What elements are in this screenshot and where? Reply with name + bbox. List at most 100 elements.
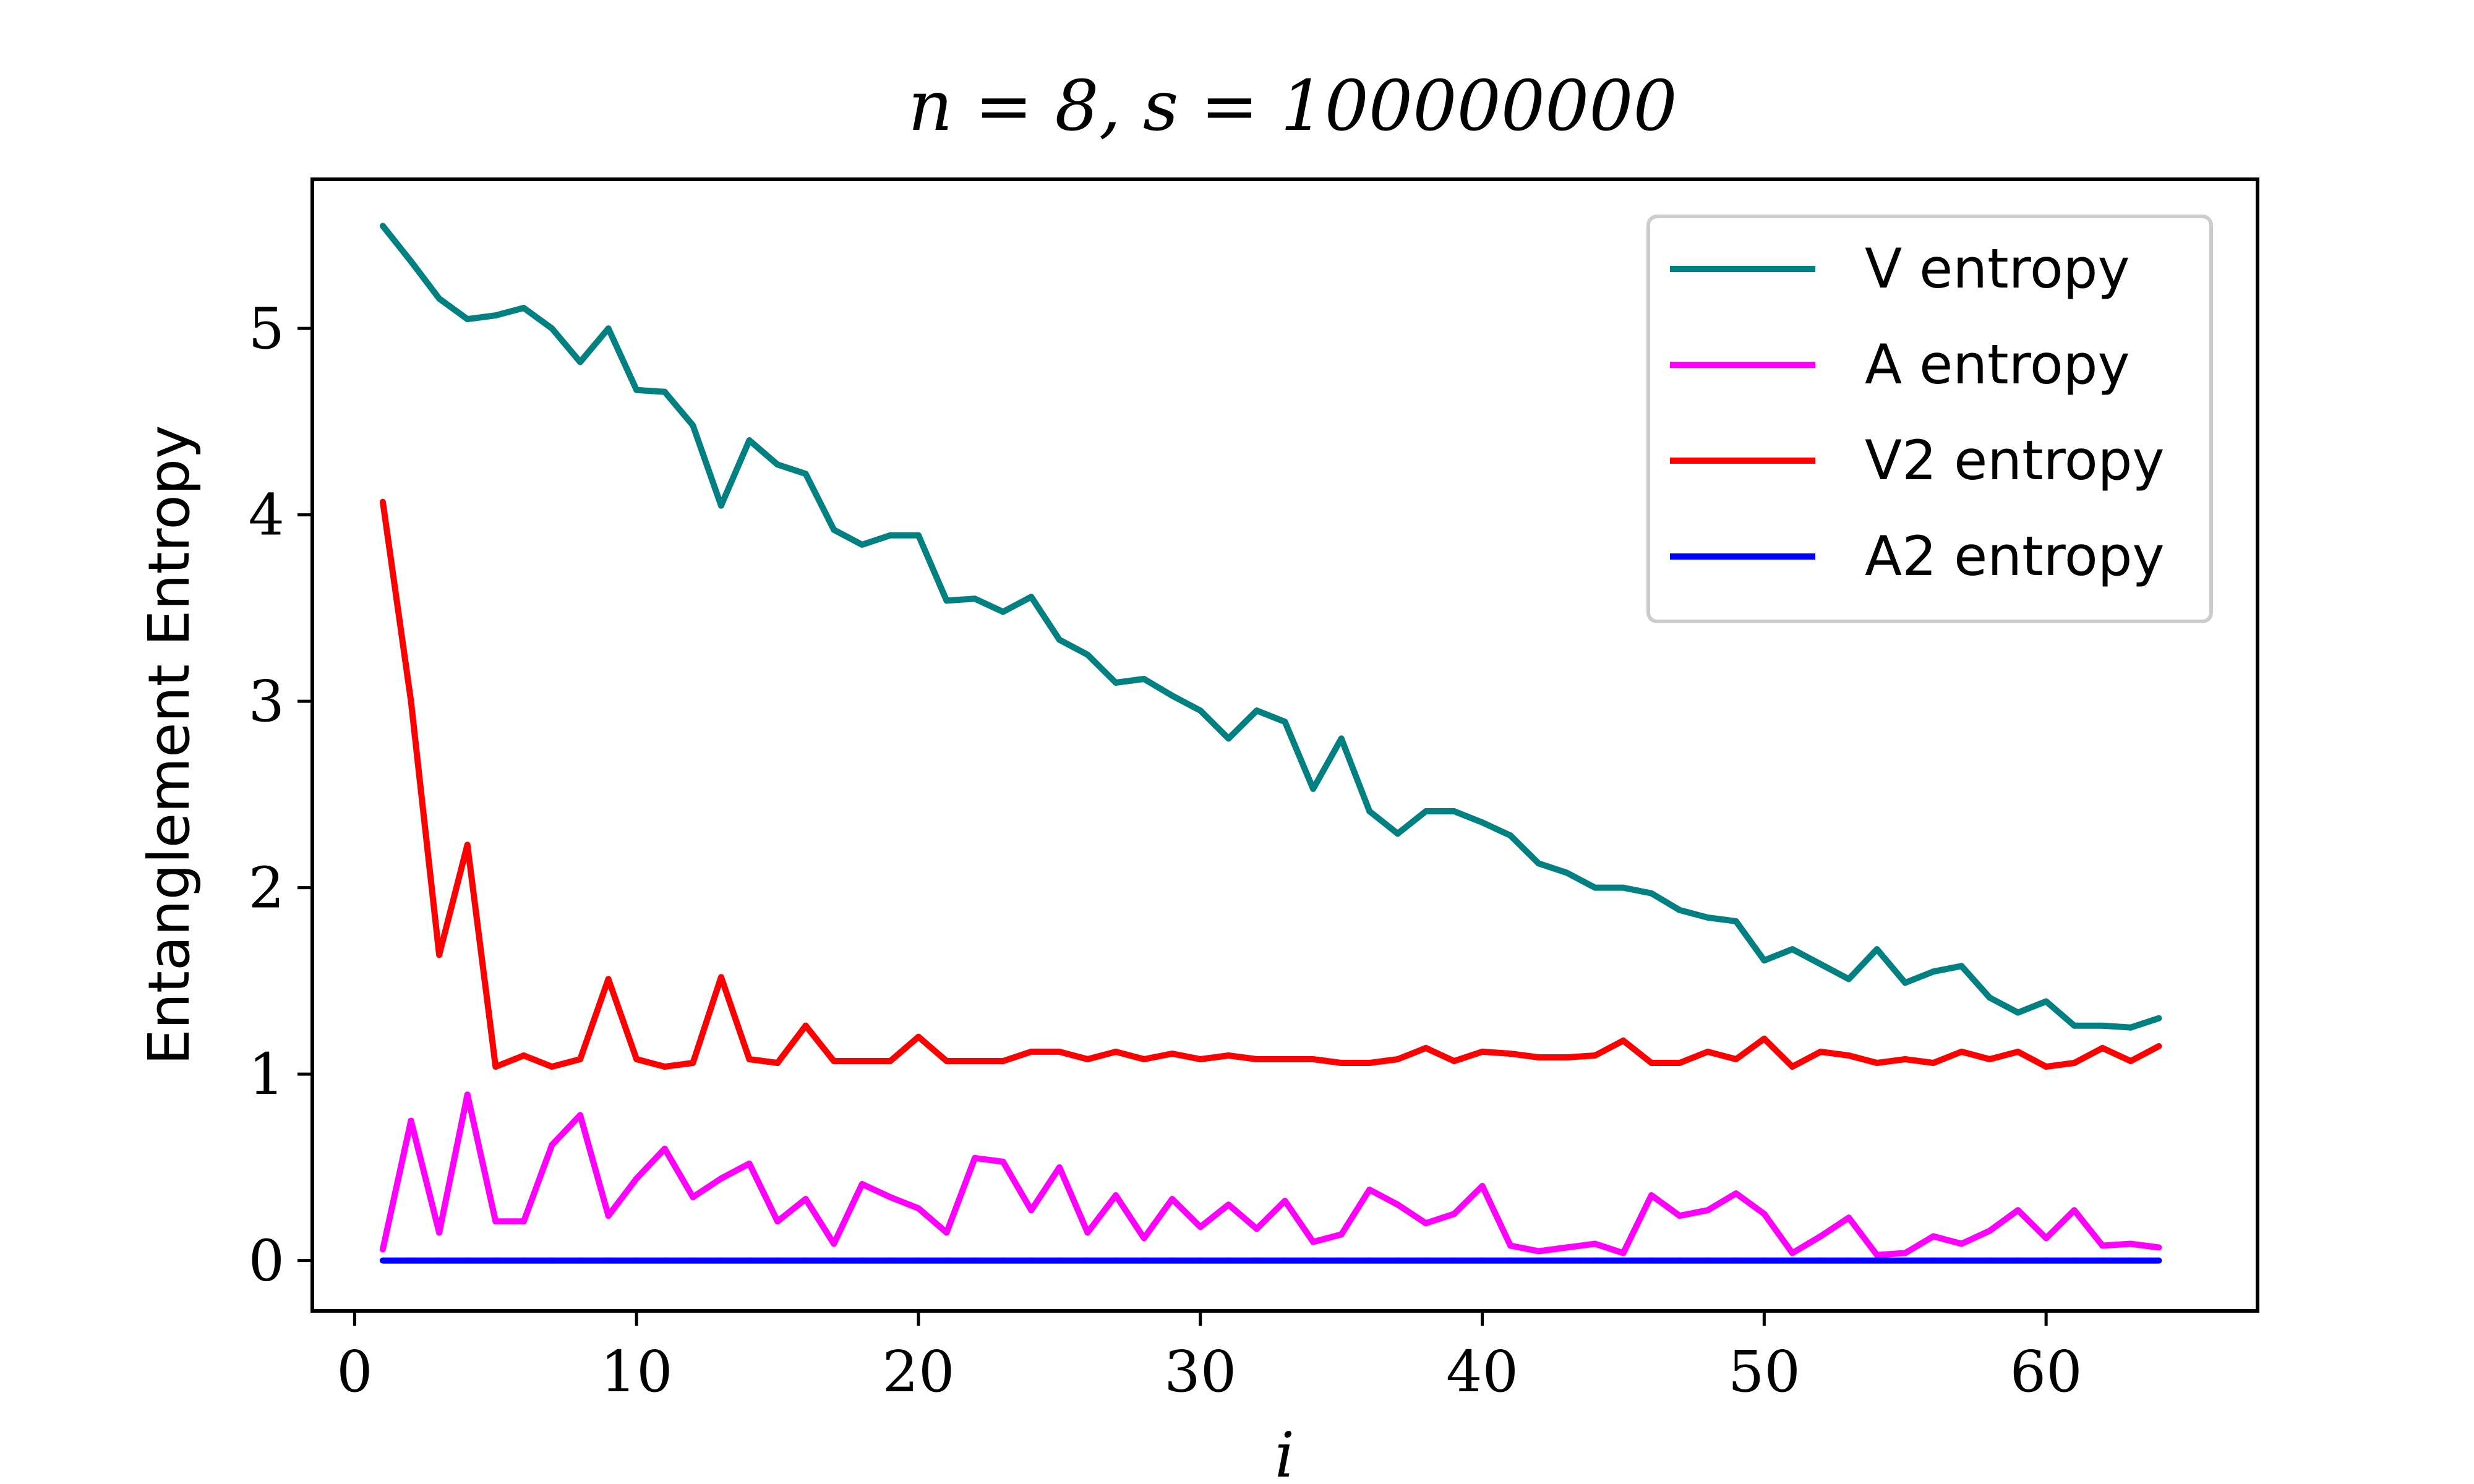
- data-point: [1705, 1257, 1711, 1264]
- data-point: [2043, 1235, 2050, 1242]
- data-point: [1225, 1052, 1232, 1059]
- y-tick-label: 2: [248, 855, 285, 921]
- y-tick-label: 0: [248, 1228, 285, 1294]
- legend-entry: V entropy: [1670, 237, 2130, 301]
- data-point: [1817, 961, 1824, 968]
- series-line-3: [379, 501, 2160, 1070]
- data-point: [915, 532, 922, 539]
- data-point: [1394, 1257, 1401, 1264]
- data-point: [1141, 1056, 1147, 1062]
- data-point: [774, 461, 781, 468]
- data-point: [1817, 1048, 1824, 1055]
- data-point: [1507, 1051, 1514, 1057]
- data-point: [464, 842, 471, 848]
- data-point: [1761, 1211, 1768, 1217]
- data-point: [577, 359, 583, 365]
- data-point: [1930, 1233, 1937, 1240]
- data-point: [690, 1257, 696, 1264]
- data-point: [1423, 1257, 1429, 1264]
- data-point: [1282, 1198, 1288, 1205]
- data-point: [408, 1117, 414, 1124]
- data-point: [1253, 707, 1260, 714]
- x-tick-label: 20: [882, 1339, 954, 1405]
- data-point: [2071, 1022, 2078, 1029]
- data-point: [1846, 1214, 1852, 1221]
- data-point: [1141, 1257, 1147, 1264]
- data-point: [1846, 1257, 1852, 1264]
- series-2: [379, 1091, 2162, 1258]
- data-point: [1084, 1257, 1091, 1264]
- data-point: [605, 1213, 612, 1219]
- data-point: [1028, 594, 1035, 600]
- data-point: [1789, 1257, 1796, 1264]
- data-point: [802, 1196, 809, 1203]
- data-point: [1902, 1257, 1909, 1264]
- data-point: [1479, 1257, 1486, 1264]
- data-point: [1197, 1257, 1204, 1264]
- data-point: [1479, 819, 1486, 826]
- data-point: [690, 1194, 696, 1201]
- data-point: [802, 1022, 809, 1029]
- legend-label: V entropy: [1865, 237, 2130, 301]
- data-point: [1987, 1227, 1993, 1234]
- data-point: [1451, 1257, 1457, 1264]
- data-point: [464, 316, 471, 323]
- data-point: [1028, 1257, 1035, 1264]
- data-point: [2155, 1015, 2162, 1021]
- x-tick-label: 0: [336, 1339, 373, 1405]
- data-point: [1366, 1257, 1373, 1264]
- data-point: [831, 1257, 837, 1264]
- data-point: [520, 1052, 527, 1059]
- data-point: [1028, 1048, 1035, 1055]
- x-tick-label: 60: [2010, 1339, 2082, 1405]
- data-point: [1169, 693, 1176, 699]
- data-point: [1676, 906, 1683, 913]
- data-point: [1197, 1056, 1204, 1062]
- x-tick-label: 40: [1446, 1339, 1518, 1405]
- data-point: [1113, 1192, 1119, 1199]
- data-point: [1169, 1196, 1176, 1203]
- data-point: [408, 1257, 414, 1264]
- data-point: [2155, 1257, 2162, 1264]
- data-point: [1253, 1056, 1260, 1062]
- plot-frame: [310, 177, 2259, 1313]
- data-point: [774, 1218, 781, 1225]
- data-point: [1338, 1231, 1345, 1238]
- data-point: [1873, 1252, 1880, 1258]
- data-point: [605, 976, 612, 983]
- data-point: [633, 1257, 640, 1264]
- data-point: [1846, 1052, 1852, 1059]
- data-point: [436, 1229, 443, 1236]
- data-point: [1084, 1056, 1091, 1062]
- data-point: [633, 386, 640, 393]
- data-point: [1394, 1056, 1401, 1062]
- legend-label: A entropy: [1865, 333, 2130, 396]
- data-point: [887, 532, 894, 539]
- data-point: [2099, 1242, 2106, 1249]
- data-point: [1873, 946, 1880, 953]
- y-axis-label: Entanglement Entropy: [136, 425, 202, 1065]
- data-point: [887, 1194, 894, 1201]
- data-point: [1902, 979, 1909, 986]
- data-point: [831, 1058, 837, 1064]
- data-point: [1282, 719, 1288, 725]
- data-point: [999, 608, 1006, 615]
- data-point: [1451, 1058, 1457, 1064]
- data-point: [1676, 1060, 1683, 1066]
- data-point: [577, 1257, 583, 1264]
- data-point: [1141, 1235, 1147, 1242]
- data-point: [1084, 1229, 1091, 1236]
- data-point: [2099, 1022, 2106, 1029]
- data-point: [999, 1257, 1006, 1264]
- data-point: [464, 1257, 471, 1264]
- data-point: [1169, 1257, 1176, 1264]
- y-axis: 0 1 2 3 4 5: [248, 296, 312, 1294]
- data-point: [1507, 832, 1514, 839]
- data-point: [1282, 1056, 1288, 1062]
- y-tick-label: 4: [248, 482, 285, 548]
- y-tick-label: 1: [248, 1041, 285, 1107]
- data-point: [520, 1257, 527, 1264]
- data-point: [1169, 1051, 1176, 1057]
- data-point: [1507, 1257, 1514, 1264]
- data-point: [1310, 1056, 1317, 1062]
